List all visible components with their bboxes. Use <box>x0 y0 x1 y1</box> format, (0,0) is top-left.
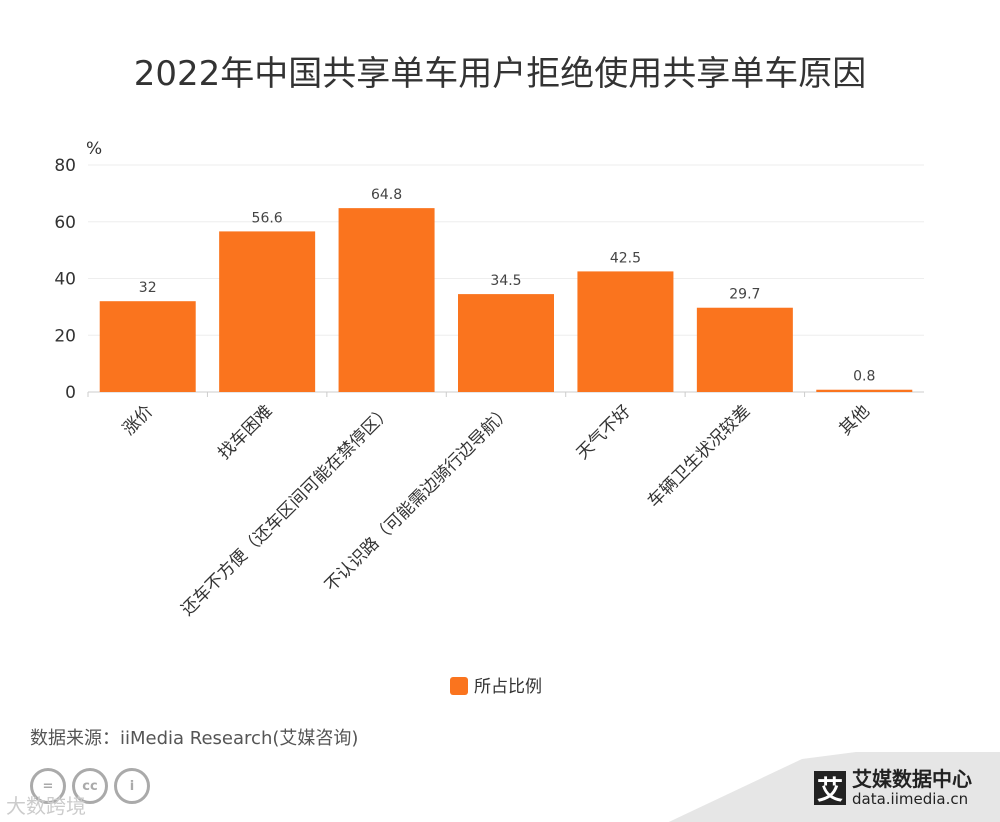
bar <box>338 208 435 392</box>
legend-swatch <box>450 677 468 695</box>
brand-url: data.iimedia.cn <box>852 790 969 808</box>
bar <box>99 301 196 392</box>
data-label: 56.6 <box>252 210 283 226</box>
cc-by-icon: i <box>114 768 150 804</box>
data-label: 32 <box>139 280 157 296</box>
cc-nd-icon: = <box>30 768 66 804</box>
watermark: 大数跨境 <box>6 794 86 818</box>
bar <box>219 231 316 392</box>
bar <box>458 294 554 392</box>
data-label: 42.5 <box>610 250 641 266</box>
y-tick-label: 80 <box>54 156 76 176</box>
x-tick-label: 涨价 <box>119 401 157 439</box>
brand-name: 艾媒数据中心 <box>852 767 972 791</box>
bar <box>696 307 793 392</box>
y-tick-label: 20 <box>54 326 76 346</box>
bar <box>577 271 674 392</box>
cc-icon: cc <box>72 768 108 804</box>
x-tick-label: 还车不方便（还车区间可能在禁停区） <box>178 401 396 619</box>
brand-logo: 艾 艾媒数据中心 data.iimedia.cn <box>814 768 972 808</box>
brand-icon: 艾 <box>814 771 846 806</box>
y-tick-label: 0 <box>65 383 76 403</box>
bar-chart: 0 20 40 60 80% 32 涨价 56.6 找车困难 64.8 还车不方便（还车区间可能在禁… <box>54 139 924 697</box>
source-note: 数据来源：iiMedia Research(艾媒咨询) <box>30 728 359 749</box>
data-label: 29.7 <box>729 287 760 303</box>
y-axis-unit: % <box>86 139 102 159</box>
data-label: 34.5 <box>490 273 521 289</box>
chart-title: 2022年中国共享单车用户拒绝使用共享单车原因 <box>133 54 867 94</box>
x-tick-label: 车辆卫生状况较差 <box>644 401 754 511</box>
x-tick-label: 不认识路（可能需边骑行边导航） <box>321 401 515 595</box>
x-tick-label: 天气不好 <box>573 401 635 463</box>
bar <box>816 389 913 392</box>
data-label: 64.8 <box>371 187 402 203</box>
x-tick-label: 找车困难 <box>214 401 276 463</box>
y-tick-label: 60 <box>54 213 76 233</box>
x-tick-label: 其他 <box>836 401 874 439</box>
cc-license-icons: = cc i <box>30 768 150 804</box>
data-label: 0.8 <box>853 369 875 385</box>
legend-label: 所占比例 <box>474 677 542 697</box>
y-tick-label: 40 <box>54 270 76 290</box>
